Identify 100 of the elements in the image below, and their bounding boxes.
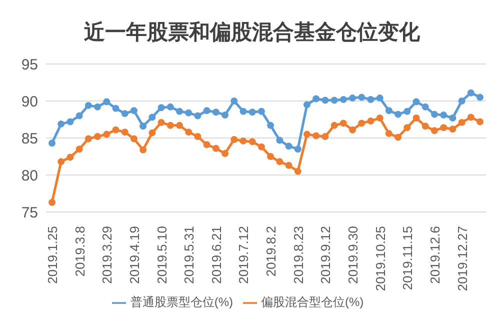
- point: [112, 126, 120, 134]
- point: [194, 133, 202, 140]
- x-tick-label: 2019.9.30: [346, 226, 361, 284]
- legend-label: 普通股票型仓位(%): [130, 295, 233, 309]
- point: [212, 108, 220, 116]
- point: [84, 102, 92, 109]
- y-tick-label: 95: [21, 56, 38, 74]
- point: [240, 137, 247, 144]
- point: [322, 96, 329, 104]
- point: [140, 122, 147, 130]
- point: [112, 104, 120, 112]
- point: [48, 140, 56, 147]
- point: [276, 136, 284, 144]
- point: [467, 114, 474, 121]
- point: [412, 98, 420, 106]
- point: [203, 107, 210, 114]
- point: [440, 124, 448, 132]
- point: [430, 110, 438, 118]
- point: [440, 112, 448, 119]
- point: [404, 108, 411, 115]
- x-tick-label: 2019.3.8: [72, 226, 88, 277]
- point: [358, 94, 366, 101]
- point: [222, 112, 229, 119]
- point: [422, 103, 429, 110]
- point: [166, 122, 174, 129]
- point: [94, 133, 102, 140]
- point: [248, 138, 256, 146]
- x-tick-label: 2019.8.23: [290, 226, 306, 284]
- point: [258, 108, 265, 115]
- point: [230, 98, 238, 104]
- x-tick-label: 2019.5.31: [182, 226, 197, 284]
- point: [94, 103, 102, 110]
- point: [212, 144, 220, 152]
- x-tick-label: 2019.6.21: [208, 226, 224, 284]
- point: [121, 128, 128, 136]
- point: [66, 118, 74, 126]
- x-tick-label: 2019.12.6: [427, 226, 442, 284]
- point: [476, 118, 484, 126]
- point: [385, 107, 392, 114]
- point: [404, 124, 411, 132]
- point: [194, 112, 202, 120]
- point: [140, 146, 147, 154]
- x-tick-label: 2019.5.10: [154, 226, 170, 284]
- point: [367, 117, 374, 124]
- point: [303, 101, 310, 108]
- y-tick-label: 90: [21, 93, 38, 110]
- point: [148, 129, 156, 136]
- x-tick-label: 2019.12.27: [454, 226, 470, 292]
- point: [185, 109, 192, 116]
- x-tick-label: 2019.8.2: [264, 226, 279, 277]
- point: [103, 130, 110, 138]
- legend-label: 偏股混合型仓位(%): [261, 295, 364, 309]
- point: [340, 96, 347, 104]
- point: [267, 122, 274, 129]
- point: [84, 135, 92, 142]
- point: [230, 136, 238, 143]
- point: [121, 110, 128, 118]
- x-tick-label: 2019.4.19: [126, 226, 142, 284]
- x-tick-label: 2019.10.25: [372, 226, 388, 292]
- point: [376, 94, 384, 102]
- point: [222, 150, 229, 158]
- point: [176, 108, 183, 115]
- point: [358, 120, 366, 127]
- y-tick-label: 80: [21, 167, 38, 184]
- point: [458, 98, 466, 104]
- point: [258, 143, 265, 150]
- point: [394, 134, 402, 141]
- point: [148, 114, 156, 121]
- point: [66, 154, 74, 161]
- point: [476, 94, 484, 101]
- point: [185, 128, 192, 136]
- point: [376, 114, 384, 122]
- point: [158, 118, 165, 126]
- point: [312, 95, 320, 102]
- point: [240, 108, 247, 115]
- point: [385, 130, 392, 138]
- point: [467, 89, 474, 96]
- point: [349, 126, 356, 134]
- chart-title: 近一年股票和偏股混合基金仓位变化: [83, 19, 421, 46]
- point: [166, 103, 174, 110]
- point: [76, 112, 83, 120]
- y-tick-label: 85: [21, 130, 38, 148]
- point: [267, 153, 274, 160]
- point: [430, 127, 438, 134]
- point: [130, 135, 138, 142]
- x-tick-label: 2019.1.25: [45, 226, 60, 284]
- point: [322, 133, 329, 140]
- x-tick-label: 2019.7.12: [236, 226, 252, 284]
- point: [312, 132, 320, 140]
- point: [412, 114, 420, 122]
- point: [294, 168, 302, 175]
- x-tick-label: 2019.9.12: [318, 226, 334, 284]
- point: [367, 96, 374, 104]
- point: [76, 146, 83, 153]
- point: [394, 110, 402, 118]
- point: [449, 126, 456, 133]
- point: [276, 158, 284, 166]
- point: [176, 122, 183, 129]
- x-tick-label: 2019.11.15: [400, 226, 416, 290]
- x-tick-label: 2019.3.29: [100, 226, 115, 284]
